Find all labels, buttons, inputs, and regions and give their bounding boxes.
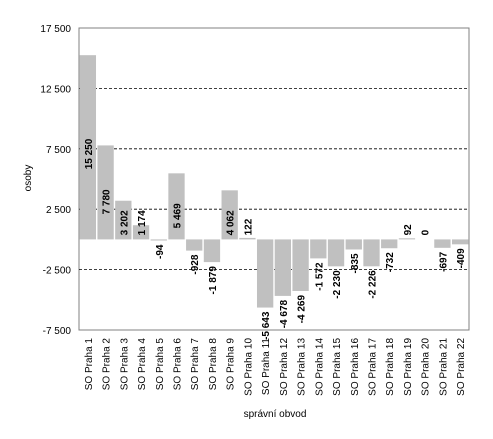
value-label: -5 643 [261,311,272,340]
value-label: -732 [385,252,396,272]
value-label: -1 879 [208,266,219,295]
value-label: 5 469 [173,203,184,228]
value-label: -4 678 [279,299,290,328]
x-tick-label: SO Praha 21 [438,338,449,396]
value-label: 1 174 [137,210,148,235]
x-tick-label: SO Praha 13 [297,338,308,396]
bar [97,145,114,240]
x-tick-label: SO Praha 17 [368,338,379,396]
y-tick-label: 2 500 [46,205,71,216]
x-tick-label: SO Praha 10 [243,338,254,396]
bars [79,55,469,308]
x-tick-label: SO Praha 22 [456,338,467,396]
bar [274,239,292,296]
value-label: -2 230 [332,270,343,299]
y-tick-label: -2 500 [43,266,72,277]
bar [221,190,238,240]
bar [345,239,362,250]
bar [434,239,451,248]
bar [132,225,150,240]
value-label: -94 [155,244,166,259]
y-tick-label: -7 500 [43,326,72,337]
bar [381,239,398,249]
bar [256,239,274,308]
x-tick-label: SO Praha 20 [421,338,432,396]
y-tick-labels: -7 500 -2 500 2 500 7 500 12 500 17 500 [40,24,71,337]
value-label: -928 [190,254,201,274]
x-tick-label: SO Praha 11 [261,338,272,396]
value-label: 0 [421,229,432,235]
x-tick-label: SO Praha 3 [119,338,130,391]
x-tick-label: SO Praha 1 [84,338,95,391]
plot-area [78,27,470,331]
bar [168,173,185,240]
y-tick-label: 7 500 [46,145,71,156]
x-tick-label: SO Praha 14 [314,338,325,396]
bar [115,200,132,240]
value-label: 122 [243,218,254,235]
plot-frame [78,27,470,331]
bar [310,239,327,259]
x-tick-label: SO Praha 4 [137,338,148,391]
grid-lines [79,88,469,271]
x-tick-label: SO Praha 2 [102,338,113,391]
x-tick-label: SO Praha 5 [155,338,166,391]
x-axis-title: správní obvod [244,409,307,420]
value-labels: 15 250 7 780 3 202 1 174 -94 5 469 -928 -1 879 4… [84,138,467,340]
x-tick-label: SO Praha 7 [190,338,201,391]
bar [203,239,221,263]
x-tick-labels: SO Praha 1 SO Praha 2 SO Praha 3 SO Praha 4… [84,338,467,396]
value-label: 7 780 [102,189,113,214]
bar [150,239,167,241]
value-label: -409 [456,248,467,268]
value-label: 3 202 [119,210,130,235]
value-label: -835 [350,253,361,273]
value-label: 4 062 [226,210,237,235]
x-tick-label: SO Praha 6 [173,338,184,391]
x-tick-label: SO Praha 16 [350,338,361,396]
value-label: -697 [438,251,449,271]
bar [327,239,345,267]
x-tick-label: SO Praha 19 [403,338,414,396]
value-label: 92 [403,224,414,236]
bar [398,238,416,240]
bar [186,239,203,251]
x-tick-label: SO Praha 8 [208,338,219,391]
value-label: 15 250 [84,138,95,169]
x-tick-label: SO Praha 12 [279,338,290,396]
bar [363,239,380,267]
x-tick-label: SO Praha 18 [385,338,396,396]
x-tick-label: SO Praha 15 [332,338,343,396]
value-label: -4 269 [297,295,308,324]
value-label: -2 226 [368,270,379,299]
y-tick-label: 12 500 [40,84,71,95]
bar [451,239,469,245]
value-label: -1 572 [314,262,325,291]
bar [79,55,97,240]
bar [239,237,256,240]
bar [292,239,309,291]
y-axis-title: osoby [23,165,34,192]
x-tick-label: SO Praha 9 [226,338,237,391]
y-tick-label: 17 500 [40,24,71,35]
